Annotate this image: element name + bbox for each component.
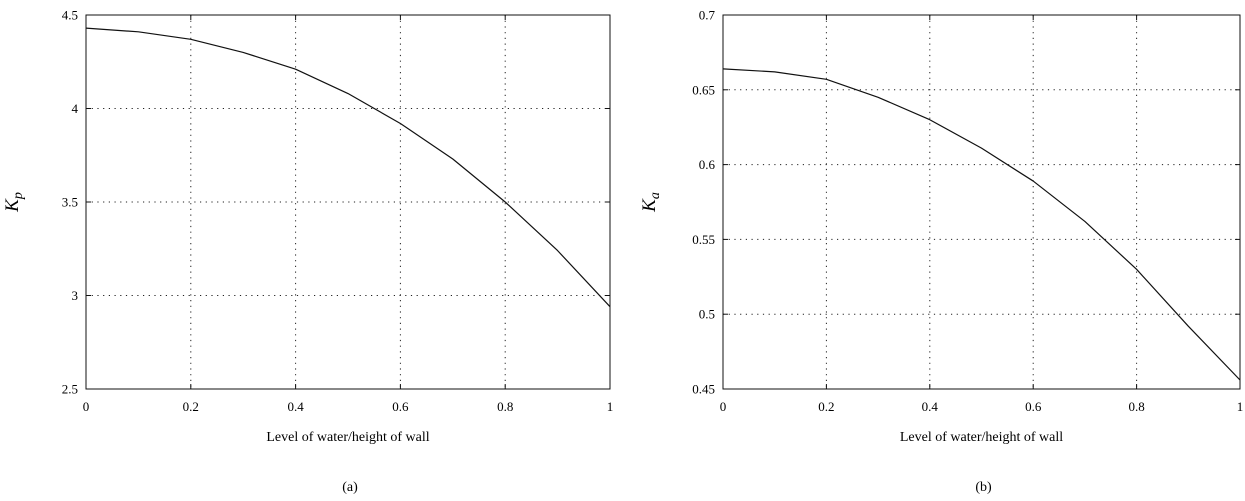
x-tick-label: 0.8	[497, 399, 513, 414]
y-axis-label: Kp	[2, 192, 26, 213]
chart-panel-a: 0 0.2 0.4 0.6 0.8 1 2.5 3 3.5 4 4.5 Level of water/…	[2, 8, 613, 496]
y-tick-label: 3.5	[62, 195, 78, 210]
x-tick-label: 0.6	[392, 399, 409, 414]
x-tick-label: 0.2	[183, 399, 199, 414]
y-axis-label-main: K	[639, 198, 660, 213]
plot-frame	[722, 14, 1241, 390]
x-axis-label: Level of water/height of wall	[266, 430, 429, 445]
y-tick-label: 3	[72, 288, 79, 303]
x-tick-label: 0.4	[287, 399, 304, 414]
x-tick-label: 0	[83, 399, 90, 414]
chart-panel-b: 0 0.2 0.4 0.6 0.8 1 0.45 0.5 0.55 0.6 0.65 0.7 Level…	[639, 8, 1243, 496]
y-tick-label: 4.5	[62, 8, 78, 23]
y-tick-label: 4	[72, 101, 79, 116]
series-line	[722, 68, 1241, 381]
series-line	[85, 27, 611, 308]
x-tick-label: 0.8	[1128, 399, 1144, 414]
x-axis-label: Level of water/height of wall	[900, 430, 1063, 445]
x-tick-label: 0	[720, 399, 727, 414]
y-tick-label: 0.45	[692, 382, 715, 397]
y-tick-label: 0.7	[699, 8, 716, 23]
panel-label: (b)	[975, 480, 992, 495]
panel-label: (a)	[342, 480, 358, 495]
y-tick-label: 2.5	[62, 382, 78, 397]
y-tick-label: 0.5	[699, 307, 715, 322]
y-axis-label-subscript: a	[648, 192, 663, 199]
x-tick-label: 0.4	[922, 399, 939, 414]
y-tick-label: 0.6	[699, 157, 716, 172]
y-tick-label: 0.55	[692, 232, 715, 247]
x-tick-label: 1	[607, 399, 614, 414]
y-tick-label: 0.65	[692, 82, 715, 97]
x-tick-label: 1	[1237, 399, 1244, 414]
x-tick-label: 0.6	[1025, 399, 1042, 414]
x-tick-label: 0.2	[818, 399, 834, 414]
y-axis-label: Ka	[639, 192, 663, 213]
y-axis-label-main: K	[2, 198, 23, 213]
y-axis-label-subscript: p	[11, 192, 26, 200]
